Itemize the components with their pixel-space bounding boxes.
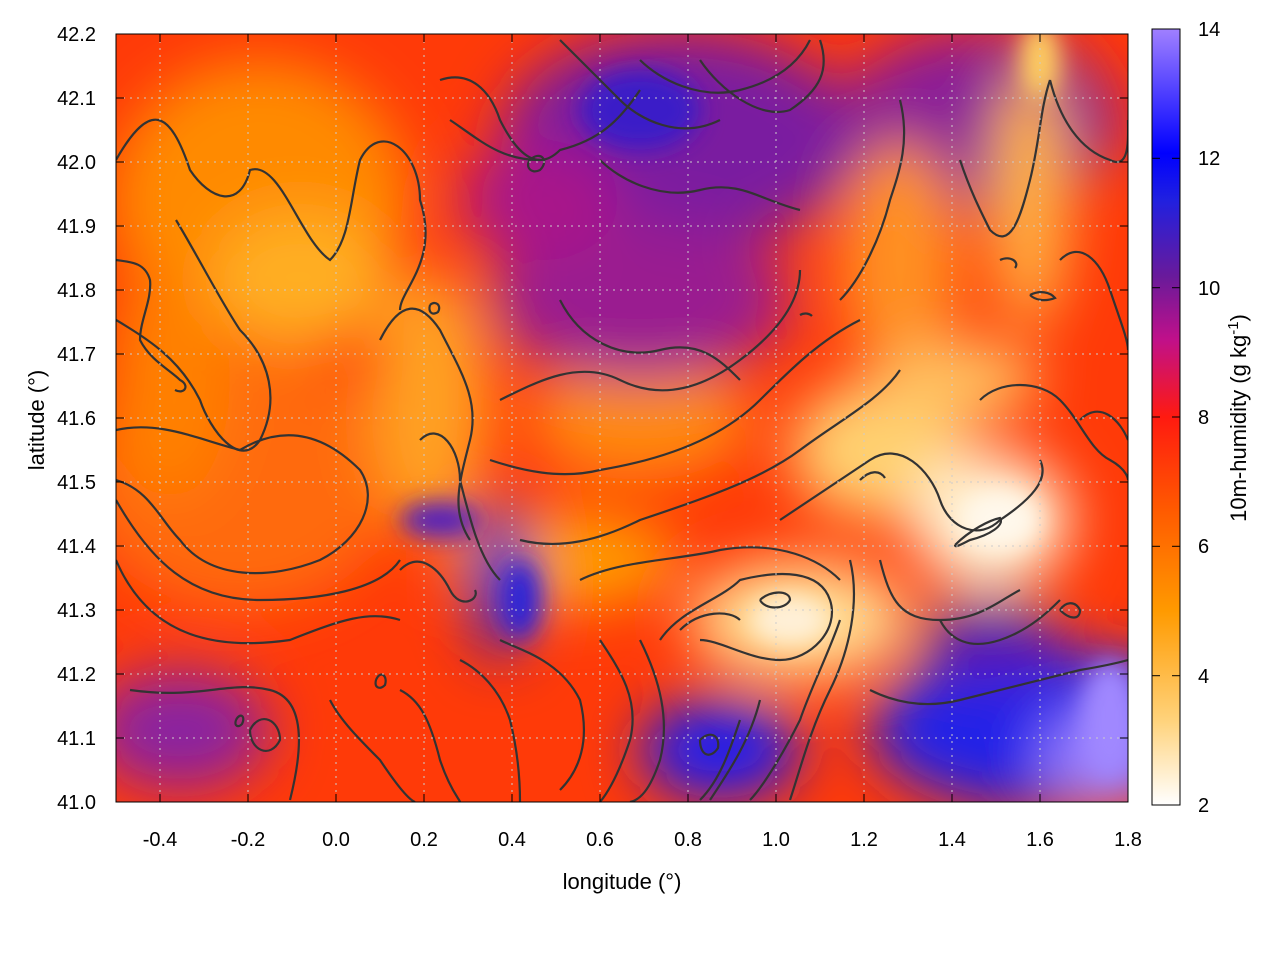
y-tick-labels: 41.0 41.1 41.2 41.3 41.4 41.5 41.6 41.7 … [57,24,96,814]
colorbar-label-close: ) [1226,314,1251,321]
x-tick-label: 1.8 [1114,829,1142,851]
heatmap-field [116,34,1128,802]
x-tick-label: 0.8 [674,829,702,851]
colorbar-tick-label: 12 [1198,148,1220,170]
y-tick-label: 41.9 [57,216,96,238]
y-tick-label: 41.2 [57,664,96,686]
x-tick-label: 1.2 [850,829,878,851]
y-tick-label: 41.3 [57,600,96,622]
x-axis-label: longitude (°) [563,869,682,894]
y-tick-label: 41.0 [57,792,96,814]
colorbar-tick-label: 10 [1198,278,1220,300]
x-tick-label: -0.4 [143,829,177,851]
colorbar-tick-label: 8 [1198,407,1209,429]
x-tick-label: 0.6 [586,829,614,851]
y-tick-label: 42.0 [57,152,96,174]
grid-lines [116,34,1128,802]
y-axis-label: latitude (°) [24,370,49,471]
x-tick-label: -0.2 [231,829,265,851]
x-tick-label: 1.0 [762,829,790,851]
x-tick-label: 0.0 [322,829,350,851]
y-tick-label: 41.5 [57,472,96,494]
x-tick-label: 0.2 [410,829,438,851]
colorbar: 2 4 6 8 10 12 14 10m-humidity (g kg-1) [1151,19,1252,817]
colorbar-tick-label: 4 [1198,666,1209,688]
y-tick-label: 41.6 [57,408,96,430]
x-tick-label: 1.6 [1026,829,1054,851]
x-tick-label: 1.4 [938,829,966,851]
contour-lines [116,39,1128,802]
y-tick-label: 41.4 [57,536,96,558]
colorbar-tick-label: 14 [1198,19,1220,41]
tick-marks [116,34,1128,802]
colorbar-tick-label: 6 [1198,536,1209,558]
colorbar-label: 10m-humidity (g kg-1) [1225,314,1252,522]
y-tick-label: 41.8 [57,280,96,302]
y-tick-label: 42.1 [57,88,96,110]
y-tick-label: 42.2 [57,24,96,46]
y-tick-label: 41.1 [57,728,96,750]
colorbar-label-superscript: -1 [1225,321,1242,334]
x-tick-label: 0.4 [498,829,526,851]
y-tick-label: 41.7 [57,344,96,366]
colorbar-label-main: 10m-humidity (g kg [1226,335,1251,522]
x-tick-labels: -0.4 -0.2 0.0 0.2 0.4 0.6 0.8 1.0 1.2 1.… [143,829,1142,851]
colorbar-tick-label: 2 [1198,795,1209,817]
